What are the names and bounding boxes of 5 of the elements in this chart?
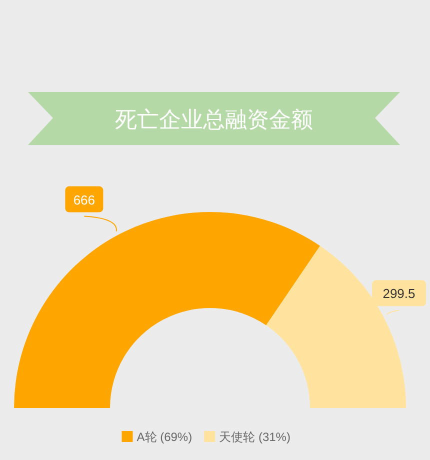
legend-label: A轮 (69%) <box>136 430 192 444</box>
data-label: 299.5 <box>382 286 416 302</box>
legend-label: 天使轮 (31%) <box>219 430 290 444</box>
data-label: 666 <box>73 192 96 208</box>
chart-title: 死亡企业总融资金额 <box>115 107 313 132</box>
